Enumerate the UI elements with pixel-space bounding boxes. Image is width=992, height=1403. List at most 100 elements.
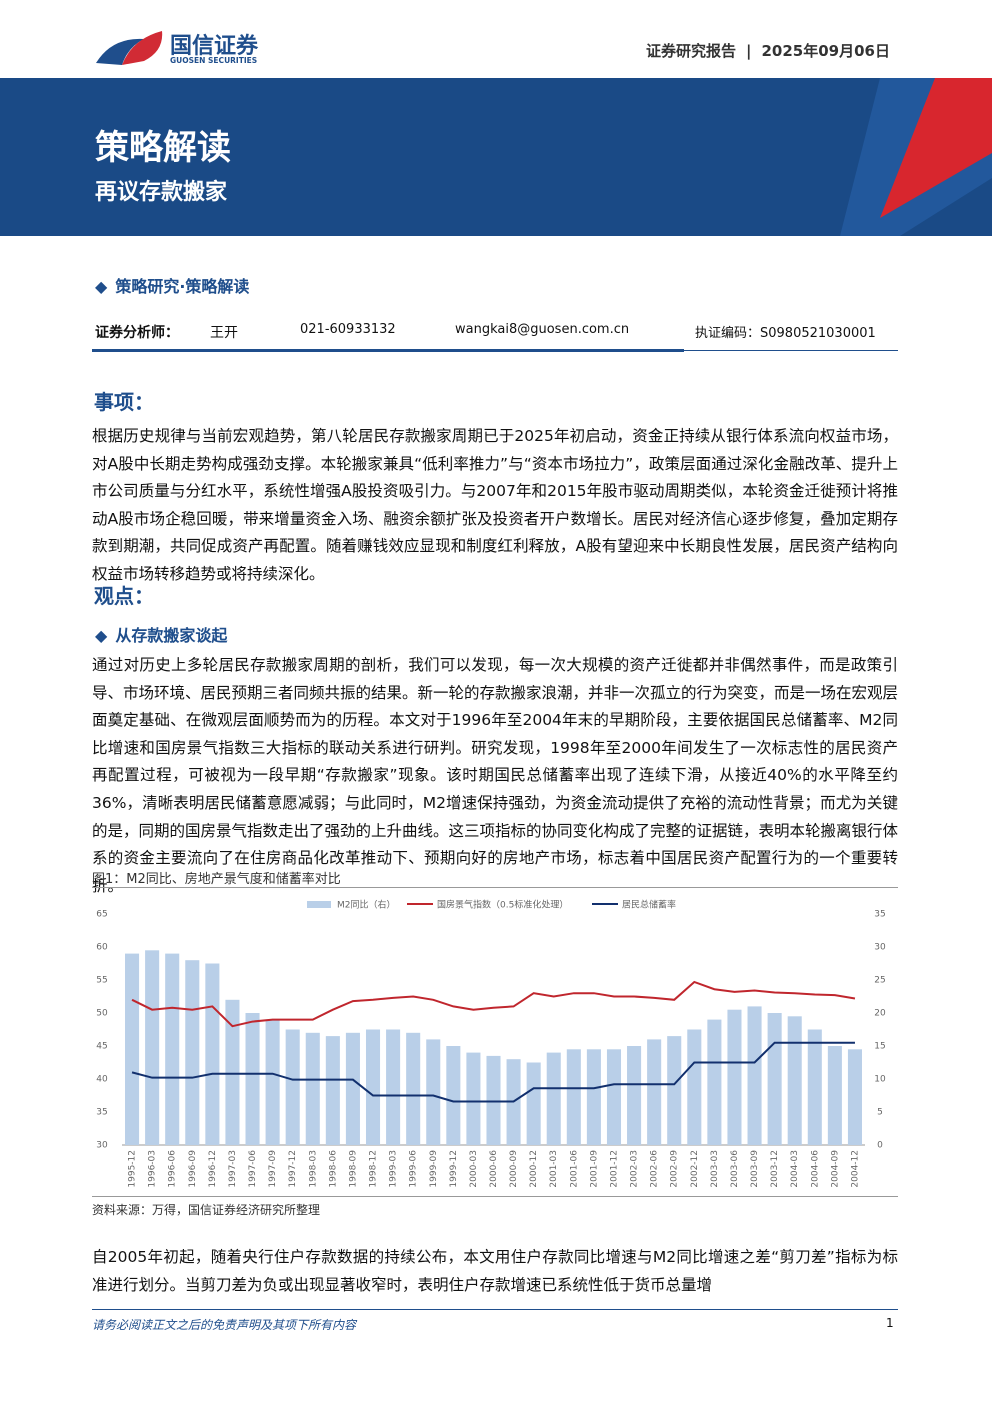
brand: 国信证券 — [170, 34, 259, 59]
category: ◆ 策略研究·策略解读 — [95, 277, 250, 296]
bar — [566, 1049, 581, 1145]
report-type: 证券研究报告 — [646, 42, 737, 60]
bar — [727, 1009, 742, 1145]
bar — [446, 1046, 461, 1145]
y-tick-label: 30 — [96, 1141, 108, 1151]
bar — [365, 1029, 381, 1145]
bar — [606, 1049, 622, 1145]
analyst-phone: 021-60933132 — [300, 322, 396, 337]
x-tick-label: 1997-06 — [248, 1150, 258, 1188]
bar — [325, 1036, 340, 1145]
y-tick-label: 50 — [96, 1009, 108, 1019]
x-tick-label: 1999-06 — [409, 1150, 419, 1188]
bar — [205, 963, 220, 1145]
bar — [586, 1049, 601, 1145]
legend-label: M2同比（右） — [337, 899, 396, 911]
y2-tick-label: 20 — [874, 1009, 886, 1019]
x-tick-label: 1998-09 — [348, 1150, 358, 1188]
x-tick-label: 2000-12 — [529, 1150, 539, 1188]
y2-tick-label: 5 — [877, 1108, 883, 1118]
chart: 30 35 40 45 50 55 60 65 0 5 10 15 20 25 30 35 1995-12 199… — [96, 899, 886, 1188]
bar — [466, 1052, 481, 1145]
x-tick-label: 2004-09 — [830, 1150, 840, 1188]
banner-subtitle: 再议存款搬家 — [95, 180, 228, 205]
bar — [647, 1039, 662, 1145]
bar — [847, 1049, 862, 1145]
paragraph: 通过对历史上多轮居民存款搬家周期的剖析，我们可以发现，每一次大规模的资产迁徙都并… — [92, 656, 899, 895]
x-tick-label: 2000-09 — [509, 1150, 519, 1188]
x-tick-label: 2001-06 — [569, 1150, 579, 1188]
x-tick-label: 1998-06 — [328, 1150, 338, 1188]
brand-en: GUOSEN SECURITIES — [170, 56, 258, 65]
x-tick-label: 1997-12 — [288, 1150, 298, 1188]
x-tick-label: 1999-03 — [389, 1150, 399, 1188]
y-tick-label: 35 — [96, 1108, 107, 1118]
bar — [305, 1032, 320, 1145]
paragraph: 根据历史规律与当前宏观趋势，第八轮居民存款搬家周期已于2025年初启动，资金正持… — [92, 427, 898, 583]
x-tick-label: 1997-09 — [268, 1150, 278, 1188]
y2-tick-label: 15 — [874, 1042, 885, 1052]
section-heading: 观点： — [94, 584, 154, 608]
bar — [667, 1036, 682, 1145]
x-tick-label: 1996-03 — [148, 1150, 158, 1188]
x-tick-label: 1999-12 — [449, 1150, 459, 1188]
section-heading: 事项： — [94, 390, 154, 414]
y-tick-label: 55 — [96, 976, 107, 986]
bar — [225, 999, 240, 1145]
page-number: 1 — [886, 1316, 894, 1330]
report-date: 2025年09月06日 — [761, 42, 891, 60]
bar — [245, 1013, 260, 1145]
analyst-license: 执证编码：S0980521030001 — [695, 326, 876, 341]
bar — [285, 1029, 300, 1145]
x-tick-label: 2001-03 — [549, 1150, 559, 1188]
x-tick-label: 2001-12 — [609, 1150, 619, 1188]
x-tick-label: 1997-03 — [228, 1150, 238, 1188]
bar — [426, 1039, 441, 1145]
y2-tick-label: 30 — [874, 943, 886, 953]
bar — [265, 1019, 280, 1145]
legend-swatch — [307, 901, 331, 908]
x-tick-label: 2002-06 — [650, 1150, 660, 1188]
x-tick-label: 1999-09 — [429, 1150, 439, 1188]
analyst-name: 王开 — [210, 325, 238, 341]
x-tick-label: 2002-03 — [630, 1150, 640, 1188]
bar — [145, 950, 160, 1145]
bar — [386, 1029, 401, 1145]
y2-tick-label: 0 — [877, 1141, 883, 1151]
figure-source: 资料来源：万得，国信证券经济研究所整理 — [92, 1203, 321, 1217]
subheading-text: 从存款搬家谈起 — [115, 626, 228, 645]
bar — [546, 1052, 561, 1145]
x-tick-label: 2002-12 — [690, 1150, 700, 1188]
bar — [687, 1029, 702, 1145]
x-tick-label: 1998-12 — [369, 1150, 379, 1188]
logo — [96, 31, 163, 65]
x-tick-label: 2003-09 — [750, 1150, 760, 1188]
figure-caption: 图1：M2同比、房地产景气度和储蓄率对比 — [92, 872, 341, 887]
figure-rule — [92, 1196, 898, 1197]
y-tick-label: 60 — [96, 943, 108, 953]
banner — [0, 78, 992, 236]
bar — [185, 960, 200, 1145]
figure-rule — [92, 887, 898, 888]
footer-disclaimer: 请务必阅读正文之后的免责声明及其项下所有内容 — [92, 1318, 357, 1332]
bar — [747, 1006, 762, 1145]
x-tick-label: 1998-03 — [308, 1150, 318, 1188]
x-tick-label: 2000-06 — [489, 1150, 499, 1188]
y-tick-label: 45 — [96, 1042, 107, 1052]
bar — [125, 953, 140, 1145]
bar — [807, 1029, 822, 1145]
x-tick-label: 2000-03 — [469, 1150, 479, 1188]
y-tick-label: 40 — [96, 1075, 108, 1085]
x-tick-label: 1996-12 — [208, 1150, 218, 1188]
report-meta: 证券研究报告 | 2025年09月06日 — [646, 42, 891, 60]
bar — [526, 1062, 541, 1145]
x-tick-label: 2001-09 — [589, 1150, 599, 1188]
y-tick-label: 65 — [96, 910, 107, 920]
footer-rule — [92, 1309, 898, 1310]
bar — [627, 1046, 642, 1145]
analyst-role: 证券分析师： — [95, 325, 179, 341]
x-tick-label: 2003-12 — [770, 1150, 780, 1188]
bar — [165, 953, 180, 1145]
x-tick-label: 1996-06 — [168, 1150, 178, 1188]
